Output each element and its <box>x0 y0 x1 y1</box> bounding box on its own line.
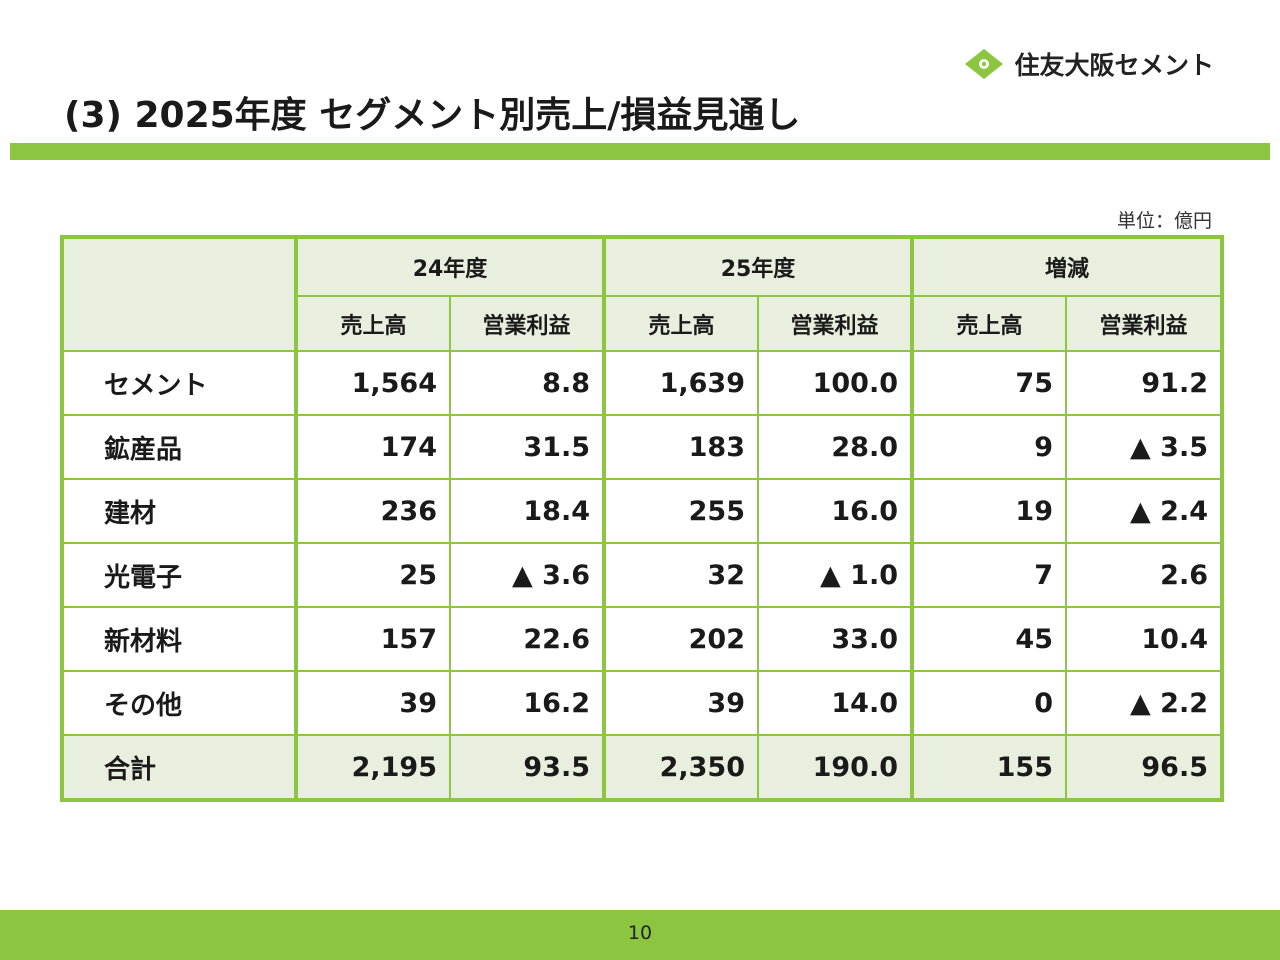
footer-bar <box>0 910 1280 960</box>
subheader-sales-fy24: 売上高 <box>295 295 451 352</box>
table-row: 建材 236 18.4 255 16.0 19 ▲ 2.4 <box>61 478 1224 544</box>
segment-name: 光電子 <box>61 542 298 608</box>
table-row: 鉱産品 174 31.5 183 28.0 9 ▲ 3.5 <box>61 414 1224 480</box>
value-cell: 8.8 <box>449 350 606 416</box>
table-row: 光電子 25 ▲ 3.6 32 ▲ 1.0 7 2.6 <box>61 542 1224 608</box>
total-value-cell: 96.5 <box>1064 734 1224 801</box>
corner-cell <box>61 236 298 352</box>
company-name: 住友大阪セメント <box>1014 51 1214 80</box>
subheader-op-fy24: 営業利益 <box>449 295 606 352</box>
unit-label: 単位：億円 <box>1116 210 1212 232</box>
page-title: (3) 2025年度 セグメント別売上/損益見通し <box>64 95 801 136</box>
subheader-op-fy25: 営業利益 <box>757 295 914 352</box>
table-row: セメント 1,564 8.8 1,639 100.0 75 91.2 <box>61 350 1224 416</box>
segment-name: セメント <box>61 350 298 416</box>
value-cell: 16.0 <box>757 478 914 544</box>
value-cell: 19 <box>911 478 1067 544</box>
group-header-change: 増減 <box>910 236 1224 297</box>
value-cell: 236 <box>295 478 451 544</box>
total-label: 合計 <box>61 734 298 801</box>
value-cell: 174 <box>295 414 451 480</box>
total-value-cell: 190.0 <box>757 734 914 801</box>
group-header-fy25: 25年度 <box>603 236 914 297</box>
value-cell: 1,639 <box>603 350 759 416</box>
total-value-cell: 155 <box>911 734 1067 801</box>
logo-mark-icon <box>965 49 1004 79</box>
value-cell: 32 <box>603 542 759 608</box>
group-header-fy24: 24年度 <box>295 236 606 297</box>
value-cell: 33.0 <box>757 606 914 672</box>
value-cell: 10.4 <box>1064 606 1224 672</box>
value-cell: 16.2 <box>449 670 606 736</box>
segment-table: 24年度 25年度 増減 売上高 営業利益 売上高 営業利益 売上高 営業利益 … <box>60 235 1225 802</box>
value-cell: 183 <box>603 414 759 480</box>
value-cell: 157 <box>295 606 451 672</box>
subheader-sales-change: 売上高 <box>911 295 1067 352</box>
value-cell: 255 <box>603 478 759 544</box>
header-row-years: 24年度 25年度 増減 <box>61 236 1224 352</box>
value-cell: 1,564 <box>295 350 451 416</box>
subheader-sales-fy25: 売上高 <box>603 295 759 352</box>
title-underline-bar <box>10 143 1270 160</box>
header-row-metrics: 売上高 営業利益 売上高 営業利益 売上高 営業利益 <box>62 295 1224 352</box>
value-cell: 2.6 <box>1064 542 1224 608</box>
value-cell: 0 <box>911 670 1067 736</box>
total-value-cell: 93.5 <box>449 734 606 801</box>
total-value-cell: 2,350 <box>603 734 759 801</box>
table-row: その他 39 16.2 39 14.0 0 ▲ 2.2 <box>61 670 1224 736</box>
value-cell: 18.4 <box>449 478 606 544</box>
segment-name: 鉱産品 <box>61 414 298 480</box>
table-row: 新材料 157 22.6 202 33.0 45 10.4 <box>61 606 1224 672</box>
segment-name: その他 <box>61 670 298 736</box>
value-cell: 14.0 <box>757 670 914 736</box>
value-cell: 91.2 <box>1064 350 1224 416</box>
page-number: 10 <box>627 922 653 944</box>
segment-name: 新材料 <box>61 606 298 672</box>
value-cell: 7 <box>911 542 1067 608</box>
value-cell: 75 <box>911 350 1067 416</box>
value-cell: 25 <box>295 542 451 608</box>
value-cell: 39 <box>295 670 451 736</box>
segment-name: 建材 <box>61 478 298 544</box>
value-cell: 100.0 <box>757 350 914 416</box>
value-cell: 31.5 <box>449 414 606 480</box>
value-cell: 9 <box>911 414 1067 480</box>
value-cell: ▲ 2.2 <box>1064 670 1224 736</box>
total-row: 合計 2,195 93.5 2,350 190.0 155 96.5 <box>61 734 1224 801</box>
value-cell: ▲ 2.4 <box>1064 478 1224 544</box>
value-cell: ▲ 1.0 <box>757 542 914 608</box>
total-value-cell: 2,195 <box>295 734 451 801</box>
value-cell: 22.6 <box>449 606 606 672</box>
value-cell: 45 <box>911 606 1067 672</box>
value-cell: 39 <box>603 670 759 736</box>
value-cell: 28.0 <box>757 414 914 480</box>
value-cell: 202 <box>603 606 759 672</box>
value-cell: ▲ 3.6 <box>449 542 606 608</box>
company-logo: 住友大阪セメント <box>964 46 1214 82</box>
subheader-op-change: 営業利益 <box>1064 295 1224 352</box>
value-cell: ▲ 3.5 <box>1064 414 1224 480</box>
